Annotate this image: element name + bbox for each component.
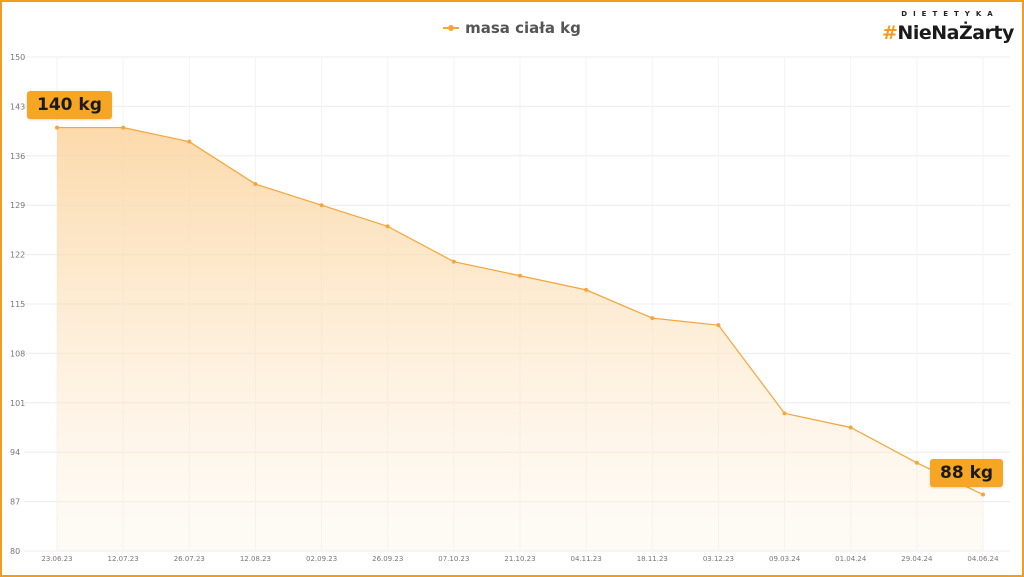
x-tick-label: 18.11.23 — [637, 555, 668, 563]
y-axis-ticks: 80 87 94 101 108 115 122 129 136 143 150 — [10, 53, 25, 556]
x-tick-label: 12.08.23 — [240, 555, 271, 563]
y-tick-label: 108 — [10, 349, 25, 358]
y-tick-label: 80 — [10, 547, 20, 556]
data-point — [451, 259, 456, 264]
data-point — [518, 273, 522, 278]
x-tick-label: 01.04.24 — [835, 555, 867, 563]
x-tick-label: 26.09.23 — [372, 555, 403, 563]
y-tick-label: 143 — [10, 102, 25, 111]
data-point — [848, 425, 853, 430]
y-tick-label: 94 — [10, 448, 20, 457]
brand-subtitle: DIETETYKA — [901, 10, 999, 18]
x-tick-label: 04.06.24 — [967, 555, 999, 563]
area-fill — [57, 127, 983, 552]
x-tick-label: 29.04.24 — [901, 555, 933, 563]
data-point — [253, 182, 258, 187]
chart-legend[interactable]: masa ciała kg — [0, 16, 1024, 40]
data-point — [187, 139, 192, 144]
data-point — [121, 125, 126, 130]
data-point — [55, 125, 59, 130]
chart-points — [55, 125, 985, 497]
x-axis-ticks: 23.06.23 12.07.23 26.07.23 12.08.23 02.09.23… — [41, 555, 999, 563]
x-tick-label: 02.09.23 — [306, 555, 337, 563]
data-point — [981, 492, 985, 497]
data-point — [319, 203, 324, 208]
x-tick-label: 21.10.23 — [504, 555, 535, 563]
x-tick-label: 26.07.23 — [174, 555, 205, 563]
brand-name: #NieNaŻarty — [882, 22, 1014, 44]
x-tick-label: 03.12.23 — [703, 555, 734, 563]
y-tick-label: 122 — [10, 251, 25, 260]
data-point — [385, 224, 390, 229]
legend-label: masa ciała kg — [465, 19, 581, 37]
x-tick-label: 04.11.23 — [571, 555, 602, 563]
data-point — [914, 460, 919, 465]
y-tick-label: 136 — [10, 152, 25, 161]
legend-line-marker-icon — [443, 23, 460, 33]
brand-name-text: NieNaŻarty — [897, 22, 1014, 44]
y-tick-label: 150 — [10, 53, 25, 62]
data-point — [716, 323, 721, 328]
x-tick-label: 07.10.23 — [438, 555, 469, 563]
x-tick-label: 12.07.23 — [108, 555, 139, 563]
brand-logo: DIETETYKA #NieNaŻarty — [882, 10, 1014, 44]
x-tick-label: 09.03.24 — [769, 555, 801, 563]
data-point — [584, 287, 589, 292]
data-point — [650, 316, 655, 321]
y-tick-label: 101 — [10, 399, 25, 408]
y-tick-label: 115 — [10, 300, 25, 309]
chart-area-layer — [57, 127, 983, 552]
x-tick-label: 23.06.23 — [41, 555, 72, 563]
start-weight-callout: 140 kg — [27, 91, 112, 119]
end-weight-callout: 88 kg — [930, 459, 1004, 487]
y-tick-label: 87 — [10, 498, 20, 507]
brand-hash: # — [882, 22, 898, 44]
y-tick-label: 129 — [10, 201, 25, 210]
data-point — [782, 411, 787, 416]
